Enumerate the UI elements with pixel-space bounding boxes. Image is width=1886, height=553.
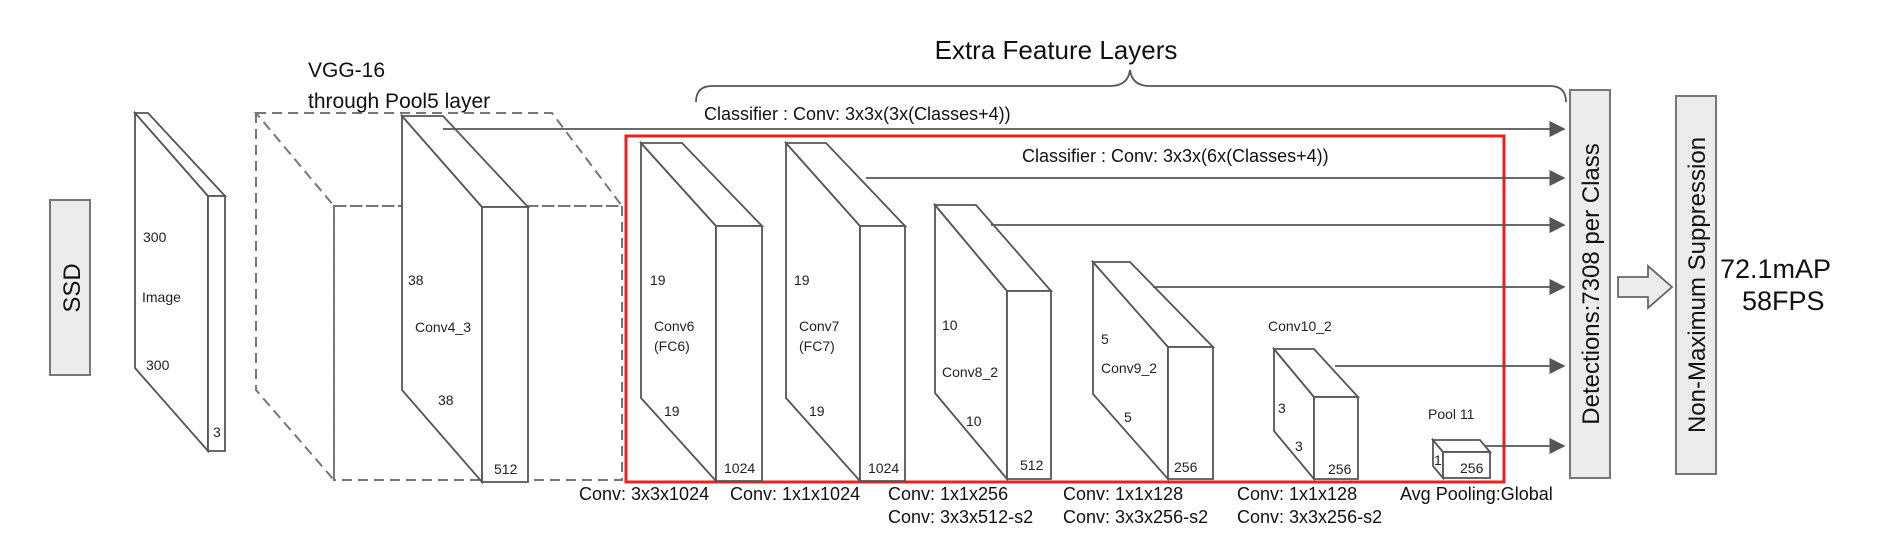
pool11-name: Pool 11	[1428, 406, 1475, 422]
extra-feature-brace	[695, 69, 1567, 103]
detections-label: Detections:7308 per Class	[1578, 143, 1605, 424]
conv6-width: 19	[664, 403, 680, 419]
conv8-op-label-1: Conv: 1x1x256	[888, 484, 1008, 504]
result-map: 72.1mAP	[1720, 254, 1831, 284]
conv10-2-depth: 256	[1328, 461, 1352, 477]
conv10-op-label-2: Conv: 3x3x256-s2	[1237, 507, 1382, 527]
conv6-height: 19	[650, 272, 666, 288]
conv7-op-label: Conv: 1x1x1024	[730, 484, 860, 504]
conv7-width: 19	[809, 403, 825, 419]
conv10-op-label-1: Conv: 1x1x128	[1237, 484, 1357, 504]
conv10-2-name: Conv10_2	[1268, 318, 1332, 334]
conv4-3-depth: 512	[494, 461, 518, 477]
conv7-name: Conv7	[799, 318, 840, 334]
extra-feature-layers-title: Extra Feature Layers	[935, 35, 1178, 65]
image-height: 300	[143, 229, 167, 245]
conv6-subname: (FC6)	[654, 338, 690, 354]
conv9-2-name: Conv9_2	[1101, 360, 1157, 376]
result-fps: 58FPS	[1742, 286, 1825, 316]
conv9-op-label-2: Conv: 3x3x256-s2	[1063, 507, 1208, 527]
conv8-2-height: 10	[942, 317, 958, 333]
image-block	[133, 110, 228, 454]
pool-op-label: Avg Pooling:Global	[1400, 484, 1553, 504]
pool11-block	[1431, 437, 1492, 481]
conv9-2-width: 5	[1124, 409, 1132, 425]
detections-box: Detections:7308 per Class	[1569, 89, 1611, 479]
conv4-3-height: 38	[408, 272, 424, 288]
conv10-2-height: 3	[1278, 400, 1286, 416]
conv4-3-label: Conv4_3	[415, 319, 471, 335]
image-width: 300	[146, 357, 170, 373]
classifier-top-label: Classifier : Conv: 3x3x(3x(Classes+4))	[704, 104, 1011, 124]
conv6-block	[638, 140, 765, 484]
conv7-height: 19	[794, 272, 810, 288]
conv9-2-block	[1091, 259, 1216, 482]
conv7-depth: 1024	[868, 460, 899, 476]
conv9-2-depth: 256	[1174, 459, 1198, 475]
conv8-op-label-2: Conv: 3x3x512-s2	[888, 507, 1033, 527]
conv4-3-width: 38	[438, 392, 454, 408]
conv10-2-block	[1272, 346, 1361, 482]
conv6-name: Conv6	[654, 318, 695, 334]
conv8-2-block	[933, 202, 1053, 482]
pool11-height: 1	[1434, 452, 1442, 468]
classifier-inner-label: Classifier : Conv: 3x3x(6x(Classes+4))	[1022, 146, 1329, 166]
image-label: Image	[142, 289, 181, 305]
ssd-box: SSD	[49, 199, 91, 376]
conv4-3-block	[400, 113, 531, 485]
pool11-depth: 256	[1460, 460, 1484, 476]
conv6-op-label: Conv: 3x3x1024	[579, 484, 709, 504]
conv9-2-height: 5	[1101, 331, 1109, 347]
conv8-2-depth: 512	[1020, 457, 1044, 473]
conv8-2-width: 10	[966, 413, 982, 429]
nms-label: Non-Maximum Suppression	[1684, 137, 1711, 433]
nms-box: Non-Maximum Suppression	[1675, 95, 1717, 475]
conv6-depth: 1024	[724, 460, 755, 476]
ssd-label: SSD	[59, 263, 86, 312]
hollow-arrow	[1617, 264, 1674, 310]
conv9-op-label-1: Conv: 1x1x128	[1063, 484, 1183, 504]
conv7-subname: (FC7)	[799, 338, 835, 354]
vgg-title-line1: VGG-16	[308, 59, 385, 82]
vgg-title-line2: through Pool5 layer	[308, 90, 490, 113]
conv10-2-width: 3	[1295, 438, 1303, 454]
conv7-block	[783, 140, 908, 484]
conv8-2-name: Conv8_2	[942, 364, 998, 380]
image-depth: 3	[213, 424, 221, 440]
extra-layers-highlight	[624, 134, 1506, 484]
